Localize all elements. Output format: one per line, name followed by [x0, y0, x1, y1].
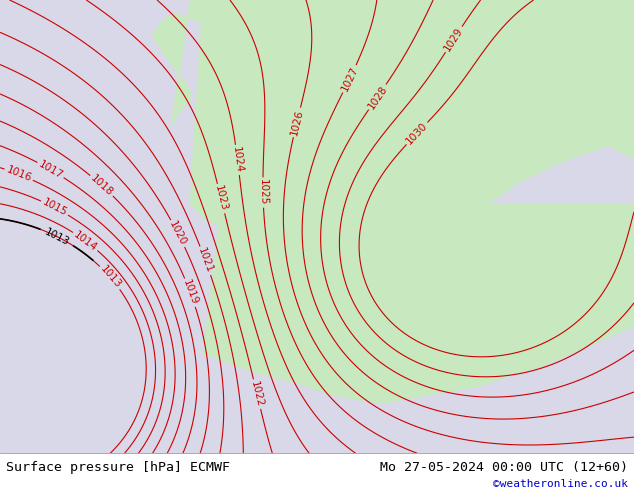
Polygon shape — [190, 0, 634, 263]
Text: 1014: 1014 — [72, 229, 99, 253]
Text: 1013: 1013 — [43, 226, 71, 247]
Text: 1020: 1020 — [167, 220, 188, 247]
Text: ©weatheronline.co.uk: ©weatheronline.co.uk — [493, 480, 628, 490]
Text: 1021: 1021 — [196, 246, 215, 275]
Text: 1024: 1024 — [231, 146, 244, 173]
Text: 1030: 1030 — [404, 121, 430, 147]
Text: Mo 27-05-2024 00:00 UTC (12+60): Mo 27-05-2024 00:00 UTC (12+60) — [380, 461, 628, 474]
Text: 1027: 1027 — [339, 65, 359, 93]
Text: 1013: 1013 — [98, 264, 123, 291]
Text: 1015: 1015 — [41, 197, 68, 218]
Text: 1019: 1019 — [181, 278, 200, 307]
Text: 1018: 1018 — [89, 173, 115, 198]
Polygon shape — [152, 0, 634, 136]
Text: 1025: 1025 — [258, 179, 268, 206]
Text: 1016: 1016 — [4, 165, 33, 184]
Text: 1029: 1029 — [443, 25, 465, 53]
Text: 1022: 1022 — [249, 380, 265, 408]
Text: 1028: 1028 — [366, 83, 389, 111]
Text: 1017: 1017 — [37, 159, 65, 181]
Polygon shape — [203, 204, 634, 403]
Text: 1026: 1026 — [289, 108, 305, 136]
Text: Surface pressure [hPa] ECMWF: Surface pressure [hPa] ECMWF — [6, 461, 230, 474]
Text: 1023: 1023 — [213, 185, 229, 213]
